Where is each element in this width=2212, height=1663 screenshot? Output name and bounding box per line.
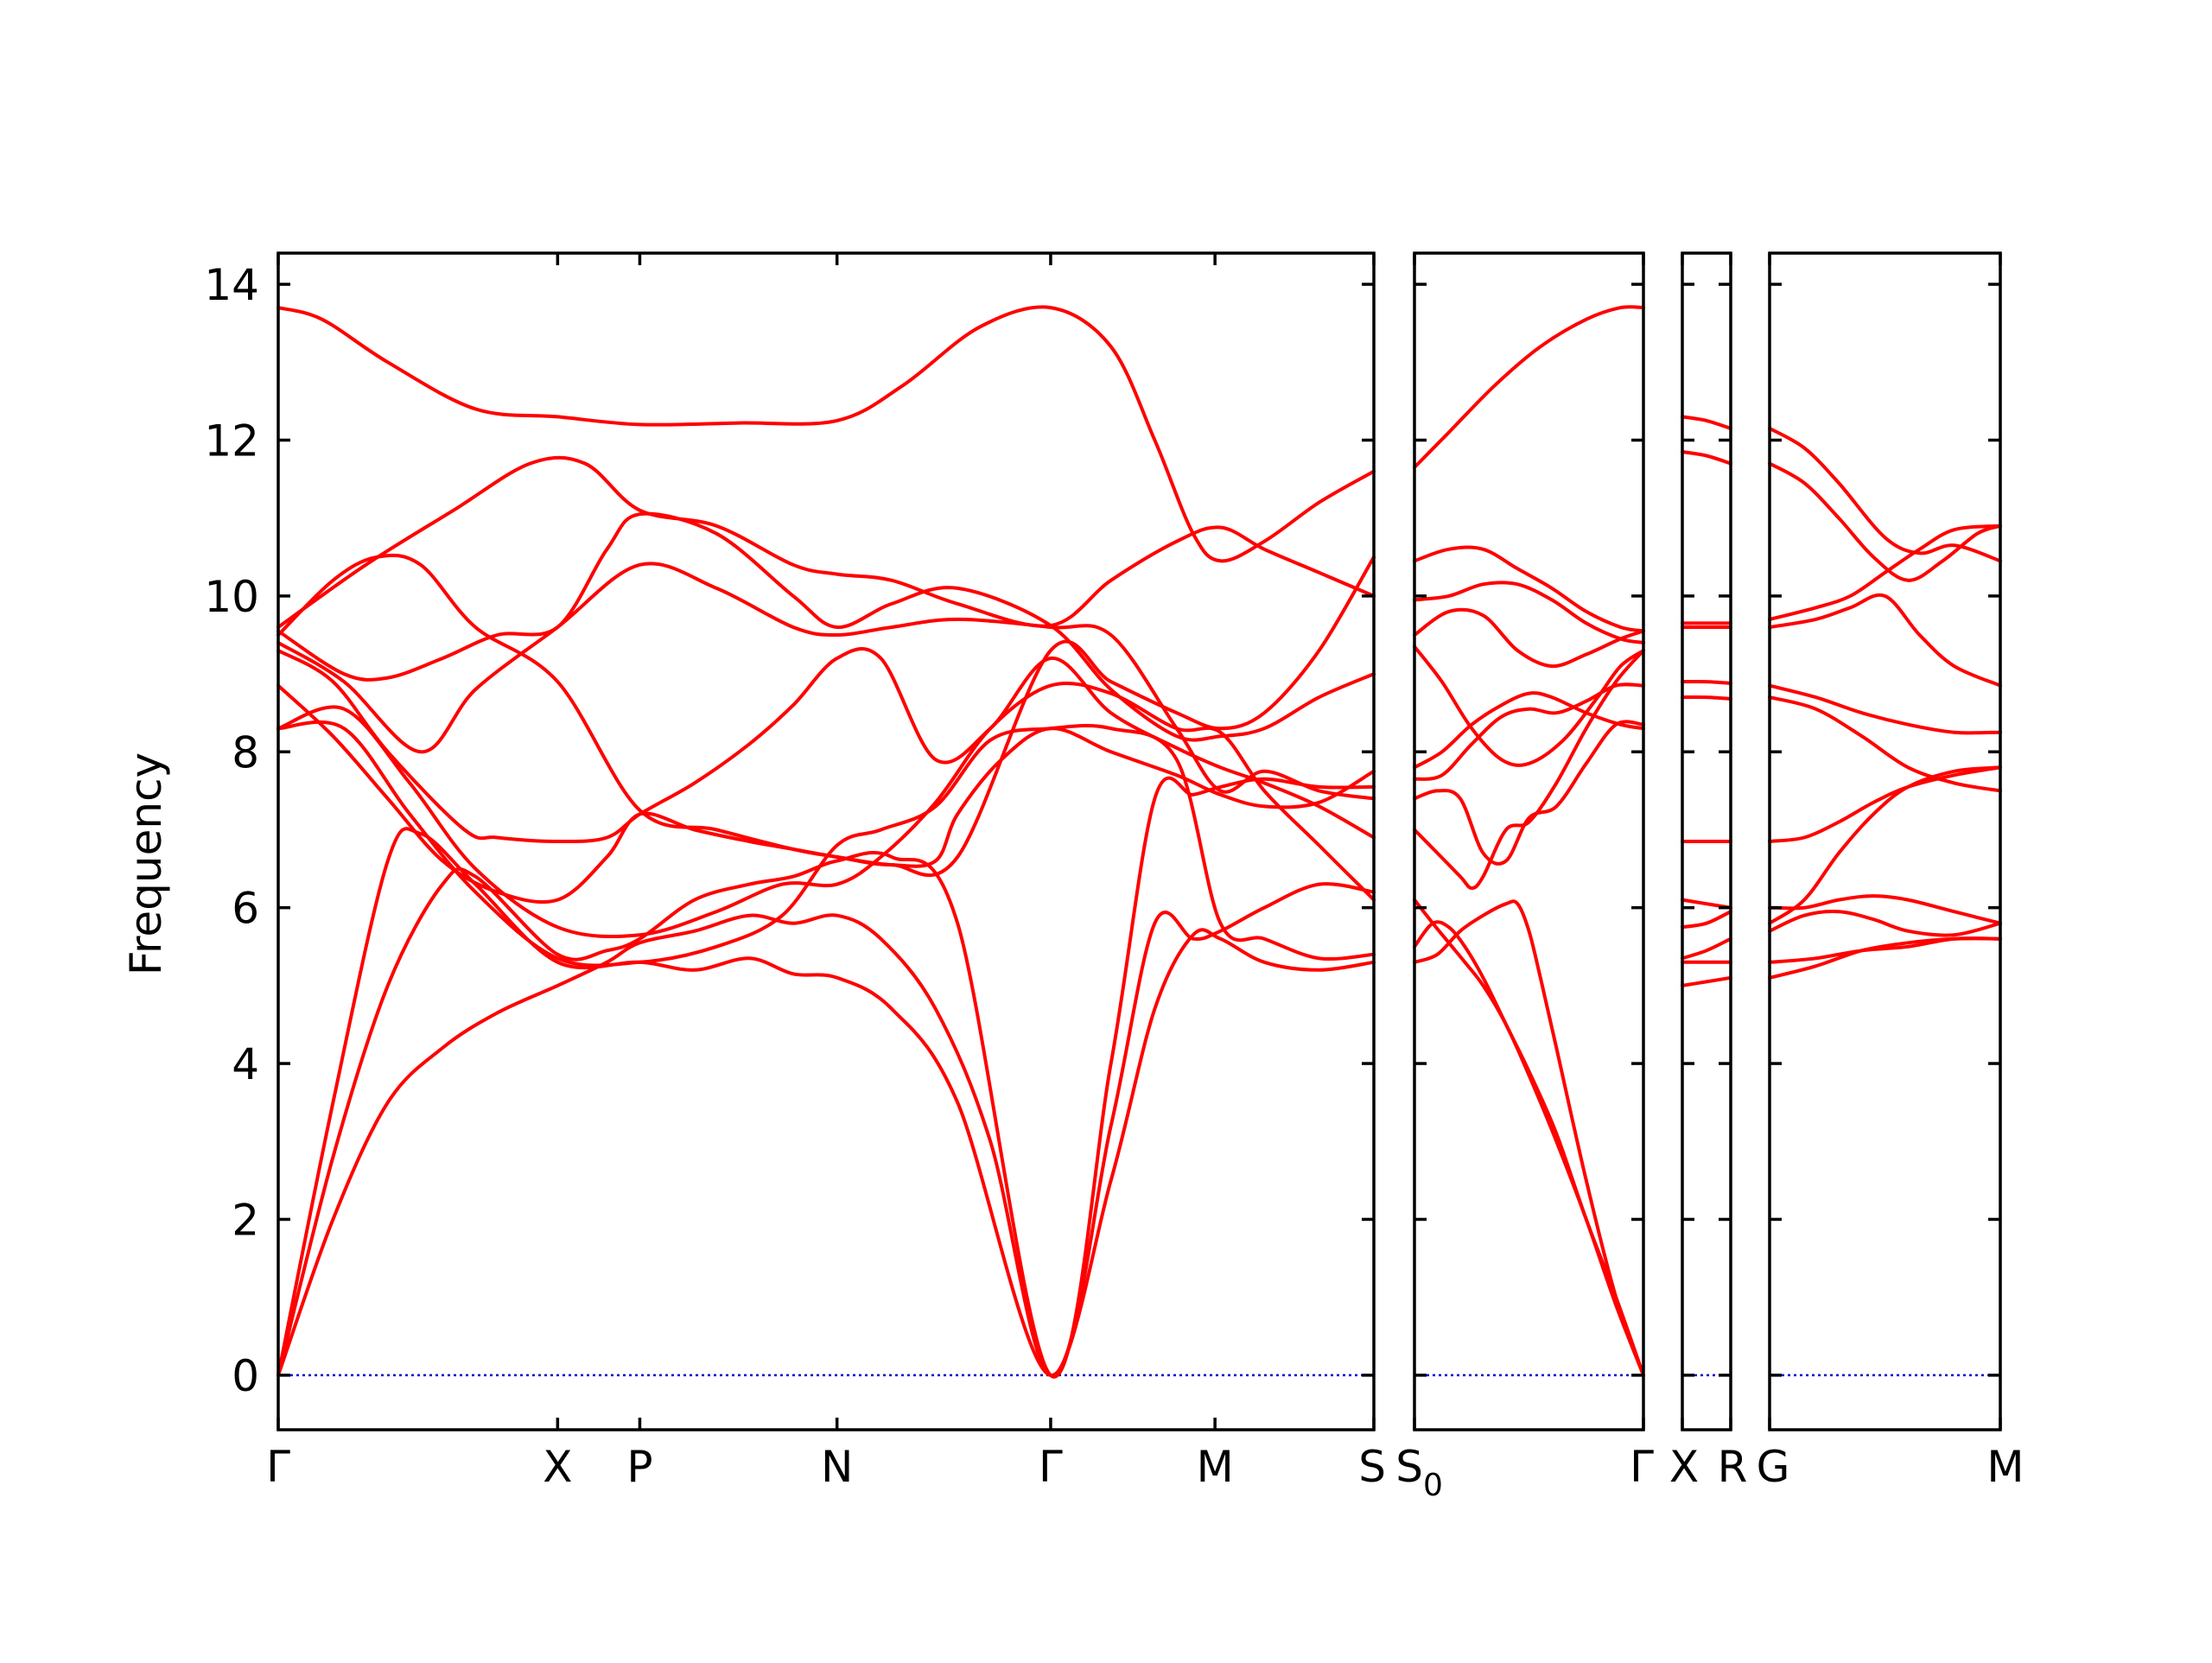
band-line	[1768, 765, 2002, 843]
panel-frame	[1413, 251, 1645, 1431]
band-line	[1768, 524, 2002, 621]
band-line	[1681, 679, 1732, 685]
x-tick-label: Γ	[1039, 1442, 1063, 1492]
y-tick-label: 8	[232, 727, 259, 778]
band-line	[276, 511, 1376, 742]
band-line	[276, 682, 1376, 939]
y-tick-label: 12	[204, 416, 259, 466]
x-tick-label: Γ	[1630, 1442, 1654, 1492]
band-line	[276, 305, 1376, 563]
band-line	[1681, 910, 1732, 930]
band-line	[1768, 695, 2002, 793]
band-line	[1681, 936, 1732, 961]
x-tick-label: G	[1757, 1442, 1790, 1492]
band-line	[276, 455, 1376, 629]
band-line	[1413, 649, 1645, 891]
x-tick-label: Γ	[266, 1442, 290, 1492]
x-tick-label: X	[543, 1442, 572, 1492]
band-line	[276, 683, 1376, 904]
panel-frame	[1681, 251, 1732, 1431]
x-tick-label: N	[821, 1442, 853, 1492]
band-line	[1768, 910, 2002, 937]
x-tick-label: 0	[1423, 1468, 1443, 1503]
y-tick-label: 0	[232, 1351, 259, 1401]
x-tick-label: P	[626, 1442, 652, 1492]
band-line	[276, 647, 1376, 844]
band-line	[1413, 691, 1645, 770]
y-tick-label: 6	[232, 884, 259, 934]
x-tick-label: R	[1718, 1442, 1748, 1492]
band-line	[1768, 936, 2002, 964]
y-axis-label: Frequency	[121, 752, 171, 975]
band-line	[1413, 920, 1645, 1377]
band-line	[1413, 898, 1645, 1377]
axis-ticks	[276, 253, 2002, 1430]
band-line	[1681, 415, 1732, 430]
band-line	[1413, 899, 1645, 1377]
band-line	[1768, 894, 2002, 925]
band-line	[1681, 975, 1732, 987]
band-line	[1768, 593, 2002, 688]
band-line	[276, 913, 1376, 1377]
band-line	[276, 827, 1376, 1377]
band-line	[1768, 683, 2002, 735]
band-line	[276, 720, 1376, 968]
x-tick-label: M	[1986, 1442, 2024, 1492]
band-line	[1413, 305, 1645, 469]
band-line	[1768, 936, 2002, 980]
y-tick-label: 10	[204, 572, 259, 622]
panel-frames	[276, 251, 2002, 1431]
panel-frame	[276, 251, 1376, 1431]
band-line	[276, 562, 1376, 801]
x-tick-label: M	[1197, 1442, 1234, 1492]
band-line	[1413, 644, 1645, 767]
band-line	[1681, 450, 1732, 466]
band-line	[1413, 720, 1645, 866]
band-line	[276, 776, 1376, 1379]
y-tick-label: 2	[232, 1195, 259, 1245]
band-line	[1413, 581, 1645, 644]
band-line	[1768, 765, 2002, 925]
x-tick-label: S	[1395, 1442, 1423, 1492]
panel-frame	[1768, 251, 2002, 1431]
band-line	[1768, 461, 2002, 582]
band-lines	[276, 305, 2002, 1379]
band-line	[1413, 607, 1645, 669]
band-line	[1413, 545, 1645, 633]
band-line	[1768, 426, 2002, 563]
x-tick-label: X	[1669, 1442, 1699, 1492]
y-tick-label: 4	[232, 1039, 259, 1089]
x-tick-label: S	[1358, 1442, 1386, 1492]
band-line	[1681, 695, 1732, 701]
band-line	[1413, 682, 1645, 781]
y-tick-label: 14	[204, 260, 259, 310]
